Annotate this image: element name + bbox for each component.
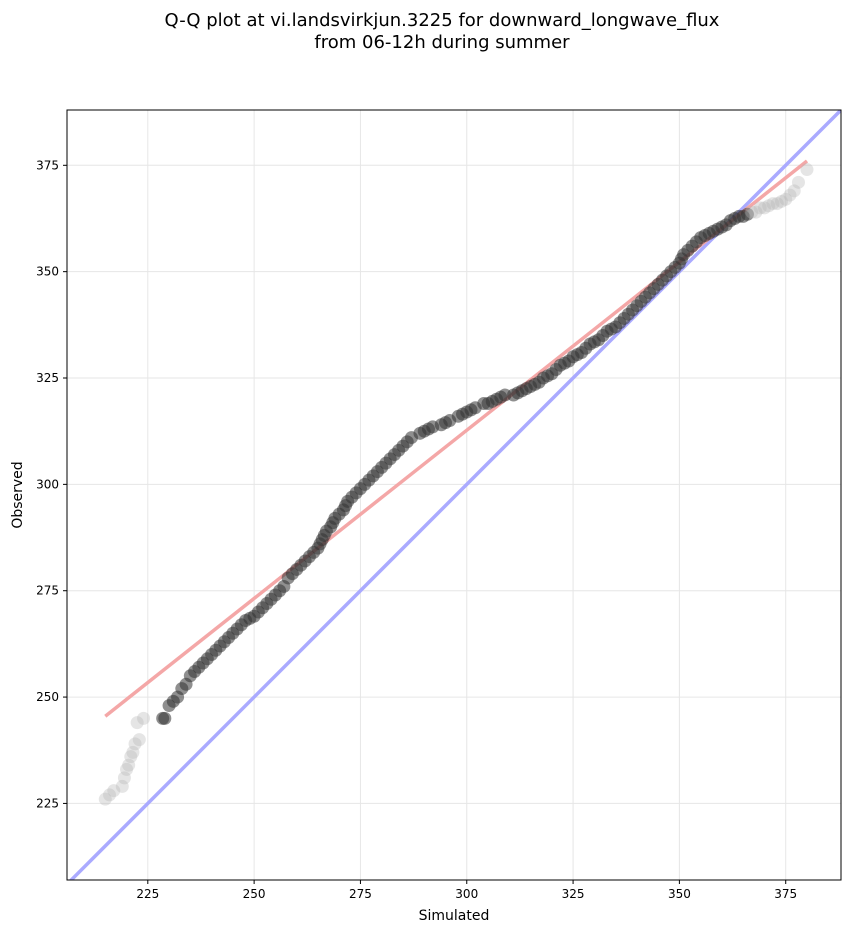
x-tick-label: 225 bbox=[136, 887, 159, 901]
data-point bbox=[107, 784, 121, 798]
chart-title-line-1: Q-Q plot at vi.landsvirkjun.3225 for dow… bbox=[165, 10, 720, 31]
data-point bbox=[791, 175, 805, 189]
chart-title-line-2: from 06-12h during summer bbox=[314, 32, 570, 53]
data-point bbox=[749, 205, 763, 219]
y-axis-ticks: 225 250 275 300 325 350 375 bbox=[36, 158, 67, 810]
data-point bbox=[740, 207, 754, 221]
y-axis-label: Observed bbox=[10, 461, 26, 528]
data-point bbox=[126, 745, 140, 759]
data-point bbox=[124, 750, 138, 764]
data-point bbox=[779, 192, 793, 206]
data-point bbox=[774, 194, 788, 208]
y-tick-label: 225 bbox=[36, 796, 59, 810]
x-tick-label: 250 bbox=[243, 887, 266, 901]
x-tick-label: 300 bbox=[455, 887, 478, 901]
y-tick-label: 350 bbox=[36, 265, 59, 279]
x-axis-label: Simulated bbox=[419, 908, 490, 924]
x-tick-label: 275 bbox=[349, 887, 372, 901]
data-point bbox=[753, 201, 767, 215]
y-tick-label: 250 bbox=[36, 690, 59, 704]
data-point bbox=[800, 163, 814, 177]
x-tick-label: 375 bbox=[774, 887, 797, 901]
data-point bbox=[783, 188, 797, 202]
x-tick-label: 350 bbox=[668, 887, 691, 901]
data-points bbox=[98, 163, 814, 806]
data-point bbox=[137, 711, 151, 725]
data-point bbox=[117, 771, 131, 785]
data-point bbox=[103, 788, 117, 802]
plot-frame bbox=[66, 109, 842, 881]
x-axis-ticks: 225 250 275 300 325 350 375 bbox=[136, 880, 797, 901]
y-tick-label: 375 bbox=[36, 158, 59, 172]
data-point bbox=[745, 205, 759, 219]
data-point bbox=[130, 716, 144, 730]
data-point bbox=[132, 733, 146, 747]
data-point bbox=[766, 197, 780, 211]
y-tick-label: 275 bbox=[36, 584, 59, 598]
data-point bbox=[762, 199, 776, 213]
data-point bbox=[115, 779, 129, 793]
data-point bbox=[787, 184, 801, 198]
data-point bbox=[98, 792, 112, 806]
x-tick-label: 325 bbox=[562, 887, 585, 901]
grid bbox=[67, 110, 841, 880]
y-tick-label: 300 bbox=[36, 477, 59, 491]
data-point bbox=[770, 197, 784, 211]
y-tick-label: 325 bbox=[36, 371, 59, 385]
data-point bbox=[128, 737, 142, 751]
data-point bbox=[757, 201, 771, 215]
data-point bbox=[122, 758, 136, 772]
data-point bbox=[158, 711, 172, 725]
data-point bbox=[120, 762, 134, 776]
